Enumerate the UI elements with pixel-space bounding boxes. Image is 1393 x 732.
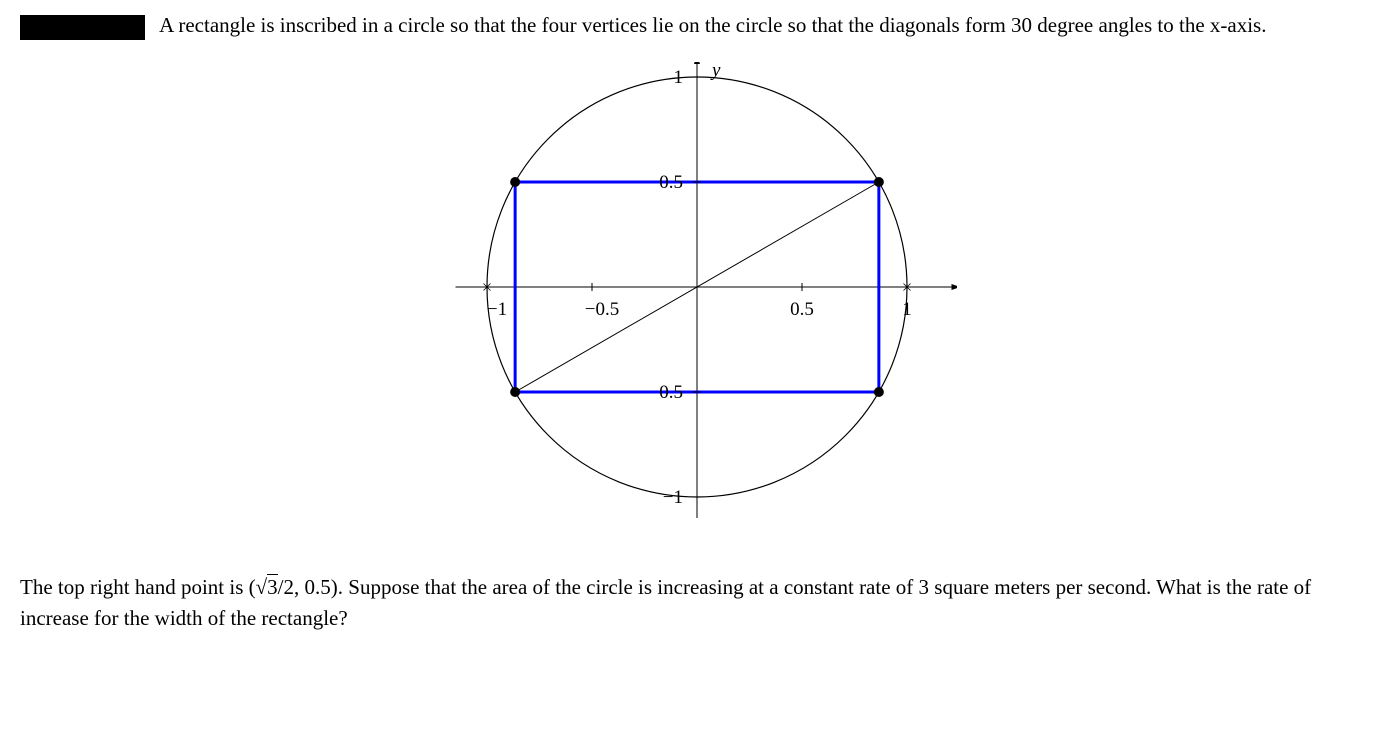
- figure-container: xy−1−0.50.5110.50.5−1: [20, 62, 1373, 552]
- svg-text:0.5: 0.5: [659, 382, 683, 403]
- intro-paragraph: A rectangle is inscribed in a circle so …: [159, 13, 1266, 37]
- svg-text:−0.5: −0.5: [584, 299, 618, 320]
- closing-paragraph: The top right hand point is (√3/2, 0.5).…: [20, 572, 1373, 635]
- redacted-block: [20, 15, 145, 40]
- math-sqrt3-over-2: √3/2: [256, 574, 294, 599]
- closing-text-prefix: The top right hand point is (: [20, 575, 256, 599]
- svg-text:1: 1: [673, 67, 683, 88]
- problem-intro: A rectangle is inscribed in a circle so …: [20, 10, 1373, 42]
- svg-text:0.5: 0.5: [659, 172, 683, 193]
- svg-text:−1: −1: [486, 299, 506, 320]
- svg-text:1: 1: [902, 299, 912, 320]
- svg-text:0.5: 0.5: [790, 299, 814, 320]
- svg-text:−1: −1: [662, 487, 682, 508]
- geometric-figure: xy−1−0.50.5110.50.5−1: [437, 62, 957, 552]
